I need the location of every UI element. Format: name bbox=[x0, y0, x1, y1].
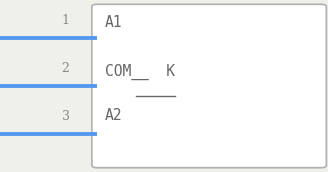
Text: 1: 1 bbox=[62, 14, 70, 27]
FancyBboxPatch shape bbox=[92, 4, 326, 168]
Text: A2: A2 bbox=[105, 108, 122, 123]
Text: 2: 2 bbox=[62, 62, 70, 75]
Text: 3: 3 bbox=[62, 110, 70, 123]
Text: A1: A1 bbox=[105, 15, 122, 30]
Text: COM__  K: COM__ K bbox=[105, 64, 175, 80]
